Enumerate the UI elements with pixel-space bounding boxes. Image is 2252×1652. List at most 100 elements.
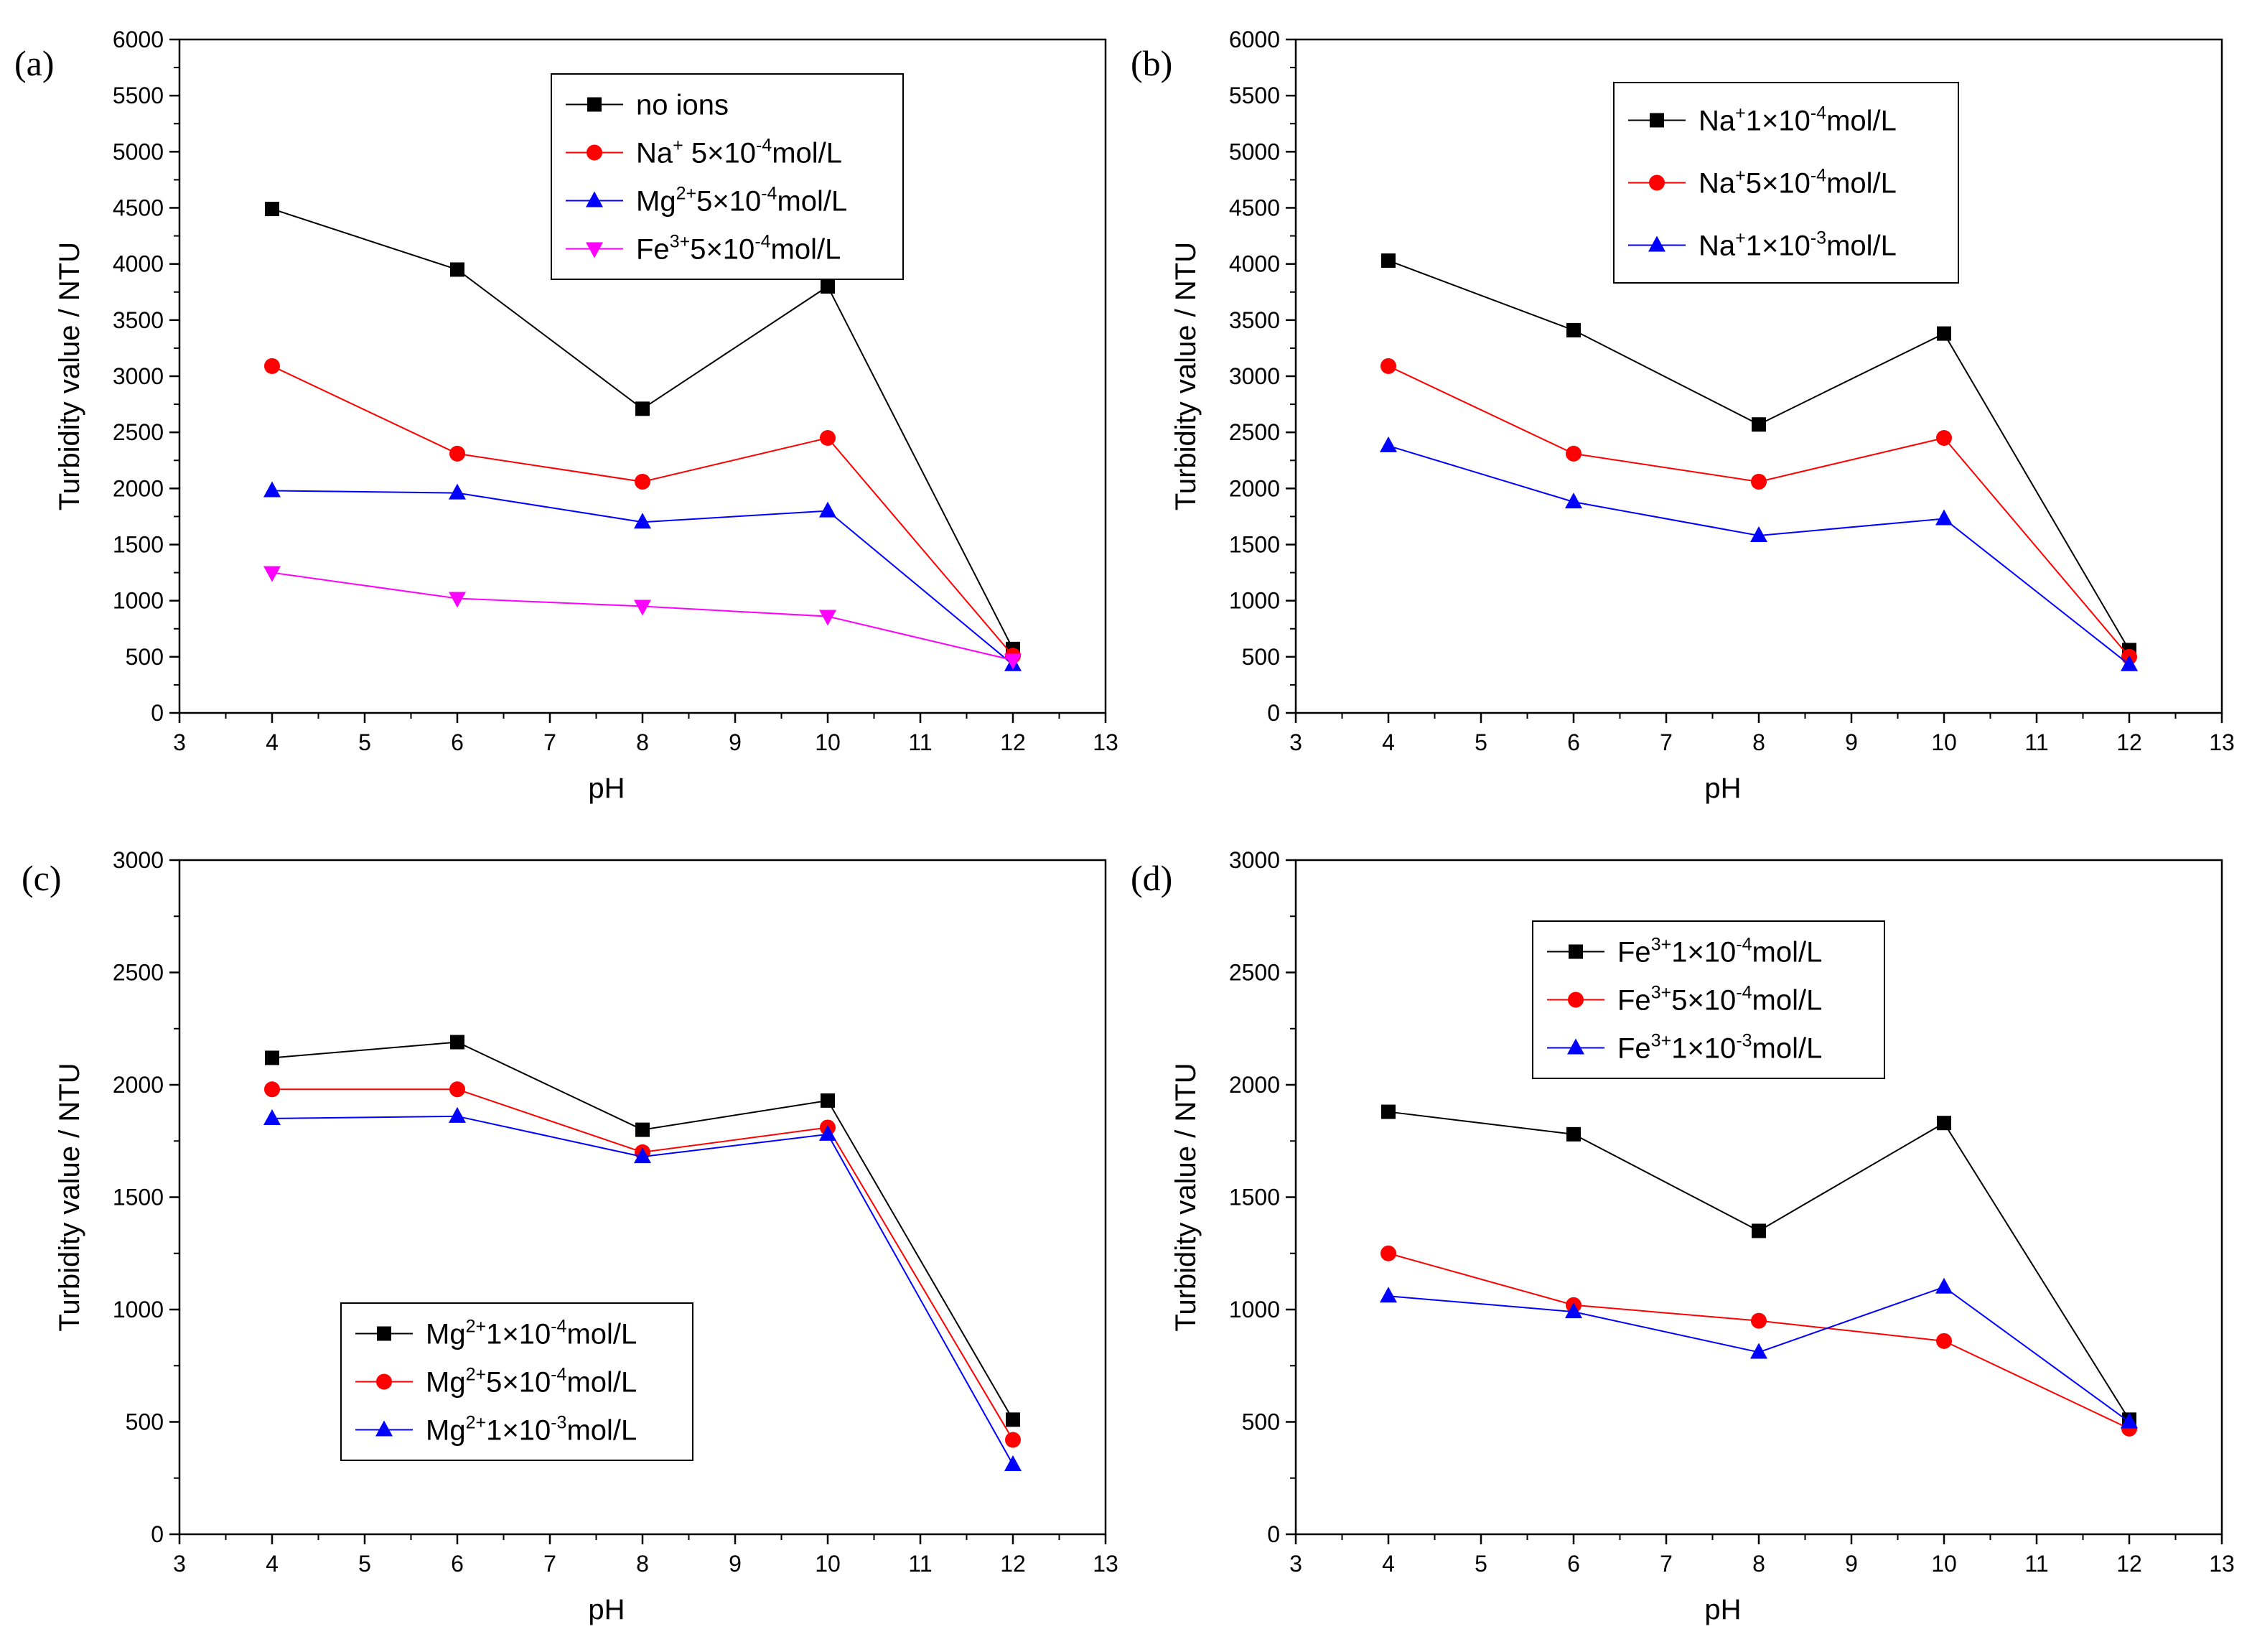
x-tick-label: 11 [908,1551,932,1577]
data-point [265,202,279,217]
data-point [449,1106,466,1123]
legend-label: Na+5×10-4mol/L [1699,166,1897,200]
data-point [820,429,836,446]
panel-label: (d) [1131,858,1172,898]
data-point [634,513,651,529]
data-point [449,483,466,500]
x-tick-label: 7 [543,1551,556,1577]
x-axis-title: pH [588,773,625,804]
x-tick-label: 10 [1931,729,1957,755]
legend-box [551,73,904,280]
y-tick-label: 1500 [113,1185,164,1210]
data-point [821,279,835,294]
y-tick-label: 1500 [1229,532,1280,558]
x-tick-label: 5 [358,729,371,755]
y-tick-label: 3000 [113,363,164,389]
y-tick-label: 0 [1267,1521,1280,1547]
data-point [1004,1455,1022,1471]
legend-entry: Fe3+1×10-3mol/L [1547,1031,1822,1065]
legend-label: Fe3+1×10-4mol/L [1617,935,1822,969]
x-tick-label: 12 [2116,1551,2142,1577]
x-tick-label: 5 [1475,729,1487,755]
series-3 [1380,1277,2138,1429]
panel-label: (b) [1131,43,1172,83]
legend-marker [587,97,602,112]
data-point [1566,322,1581,337]
y-tick-label: 1500 [1229,1185,1280,1210]
data-point [635,1122,650,1137]
chart-panel-b: (b) 3 4 5 6 7 8 9 10 11 12 13 0 500 1000 1500 2000 2500 30… [1131,27,2235,804]
y-tick-label: 5500 [1229,83,1280,108]
y-tick-label: 4000 [1229,251,1280,277]
y-tick-label: 3000 [1229,363,1280,389]
x-axis-title: pH [1704,773,1741,804]
chart-panel-d: (d) 3 4 5 6 7 8 9 10 11 12 13 0 500 1000 1500 2000 2500 30… [1131,847,2235,1625]
x-tick-label: 12 [1000,1551,1026,1577]
x-tick-label: 13 [1093,729,1118,755]
data-point [450,1035,464,1050]
legend-marker [586,242,603,258]
y-tick-label: 4500 [1229,195,1280,221]
y-tick-label: 6000 [113,27,164,52]
legend-marker [377,1326,391,1341]
data-point [1006,1412,1020,1427]
x-tick-label: 11 [908,729,932,755]
data-point [265,1050,279,1065]
series-3 [263,481,1022,671]
x-axis-title: pH [1704,1594,1741,1625]
y-tick-label: 3000 [1229,847,1280,873]
data-point [1751,473,1767,490]
data-point [450,262,464,277]
x-tick-label: 4 [266,1551,279,1577]
data-point [821,1093,835,1108]
y-tick-label: 1500 [113,532,164,558]
legend-entry: Mg2+5×10-4mol/L [355,1365,637,1399]
data-point [1380,436,1397,452]
legend-entry: Mg2+1×10-4mol/L [355,1317,637,1350]
series-line [271,571,1014,661]
data-point [1005,1432,1021,1448]
data-point [1936,429,1952,446]
x-tick-label: 3 [1289,729,1302,755]
x-tick-label: 11 [2024,1551,2048,1577]
data-point [1380,1287,1397,1303]
legend-marker [375,1420,393,1437]
series-3 [263,1106,1022,1471]
data-point [634,599,651,616]
y-axis-title: Turbidity value / NTU [1170,1063,1202,1331]
series-line [1388,365,2130,658]
data-point [1566,1126,1581,1142]
data-point [1752,1223,1766,1238]
data-point [634,1147,651,1164]
data-point [1381,1104,1396,1119]
legend-entry: no ions [566,90,729,121]
y-tick-label: 2000 [1229,1072,1280,1098]
data-point [1937,326,1951,341]
data-point [635,473,650,490]
y-tick-label: 500 [126,644,164,670]
legend-entry: Mg2+5×10-4mol/L [566,184,847,218]
data-point [1750,1343,1767,1359]
x-tick-label: 4 [266,729,279,755]
y-tick-label: 2500 [113,960,164,986]
legend-label: Fe3+5×10-4mol/L [1617,983,1822,1017]
data-point [1566,445,1581,462]
series-4 [263,566,1022,670]
data-point [1751,1312,1767,1329]
data-point [1752,417,1766,432]
y-tick-label: 5500 [113,83,164,108]
y-tick-label: 5000 [1229,139,1280,164]
legend-marker [587,144,602,161]
data-point [449,592,466,608]
y-tick-label: 5000 [113,139,164,164]
legend-label: Mg2+1×10-4mol/L [426,1317,637,1350]
y-tick-label: 2000 [113,1072,164,1098]
legend-label: Mg2+5×10-4mol/L [636,184,847,218]
x-tick-label: 3 [173,729,186,755]
data-point [1380,1245,1396,1261]
x-tick-label: 3 [173,1551,186,1577]
x-tick-label: 10 [815,1551,841,1577]
y-axis-title: Turbidity value / NTU [54,1063,85,1331]
legend-entry: Na+1×10-3mol/L [1628,228,1897,262]
x-tick-label: 10 [1931,1551,1957,1577]
